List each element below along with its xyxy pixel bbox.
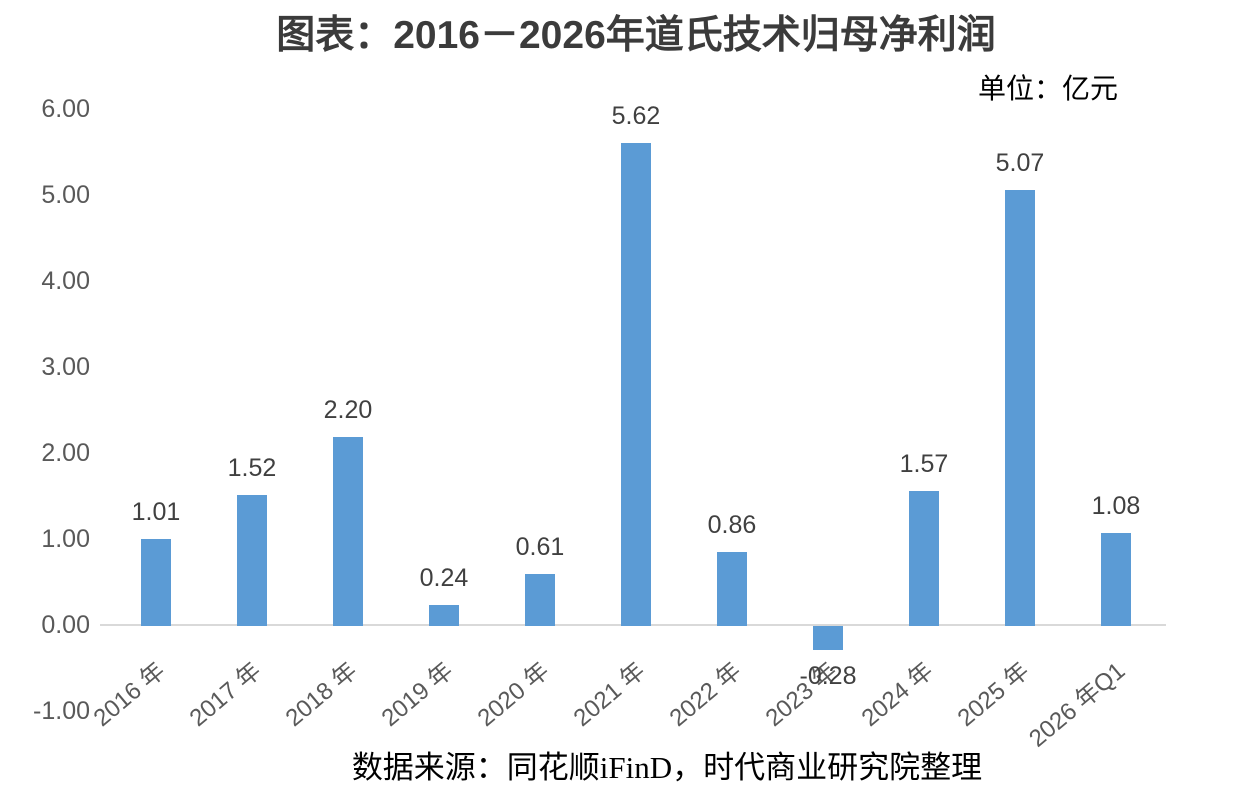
y-axis-tick-1: 5.00 xyxy=(41,181,90,209)
bar-8 xyxy=(909,491,939,626)
bar-label-2: 2.20 xyxy=(323,396,373,424)
bar-label-9: 5.07 xyxy=(995,149,1045,177)
bar-10 xyxy=(1101,533,1131,626)
bar-2 xyxy=(333,437,363,626)
bar-3 xyxy=(429,605,459,626)
bar-label-8: 1.57 xyxy=(899,450,949,478)
bar-7 xyxy=(813,626,843,650)
y-axis-tick-4: 2.00 xyxy=(41,439,90,467)
bar-0 xyxy=(141,539,171,626)
bar-1 xyxy=(237,495,267,626)
bar-label-7: -0.28 xyxy=(799,662,857,690)
bar-label-0: 1.01 xyxy=(131,498,181,526)
bar-label-3: 0.24 xyxy=(419,564,469,592)
bar-label-5: 5.62 xyxy=(611,102,661,130)
bar-4 xyxy=(525,574,555,626)
source-note: 数据来源：同花顺iFinD，时代商业研究院整理 xyxy=(351,750,983,785)
bar-label-10: 1.08 xyxy=(1091,492,1141,520)
bar-9 xyxy=(1005,190,1035,626)
bar-label-1: 1.52 xyxy=(227,454,277,482)
y-axis-tick-7: -1.00 xyxy=(33,697,90,725)
y-axis-tick-5: 1.00 xyxy=(41,525,90,553)
bar-5 xyxy=(621,143,651,626)
unit-label: 单位：亿元 xyxy=(977,73,1118,104)
y-axis-tick-6: 0.00 xyxy=(41,611,90,639)
chart-title: 图表：2016－2026年道氏技术归母净利润 xyxy=(276,14,996,57)
y-axis-tick-3: 3.00 xyxy=(41,353,90,381)
bar-label-6: 0.86 xyxy=(707,511,757,539)
y-axis-tick-2: 4.00 xyxy=(41,267,90,295)
y-axis-tick-0: 6.00 xyxy=(41,95,90,123)
bar-6 xyxy=(717,552,747,626)
bar-label-4: 0.61 xyxy=(515,533,565,561)
